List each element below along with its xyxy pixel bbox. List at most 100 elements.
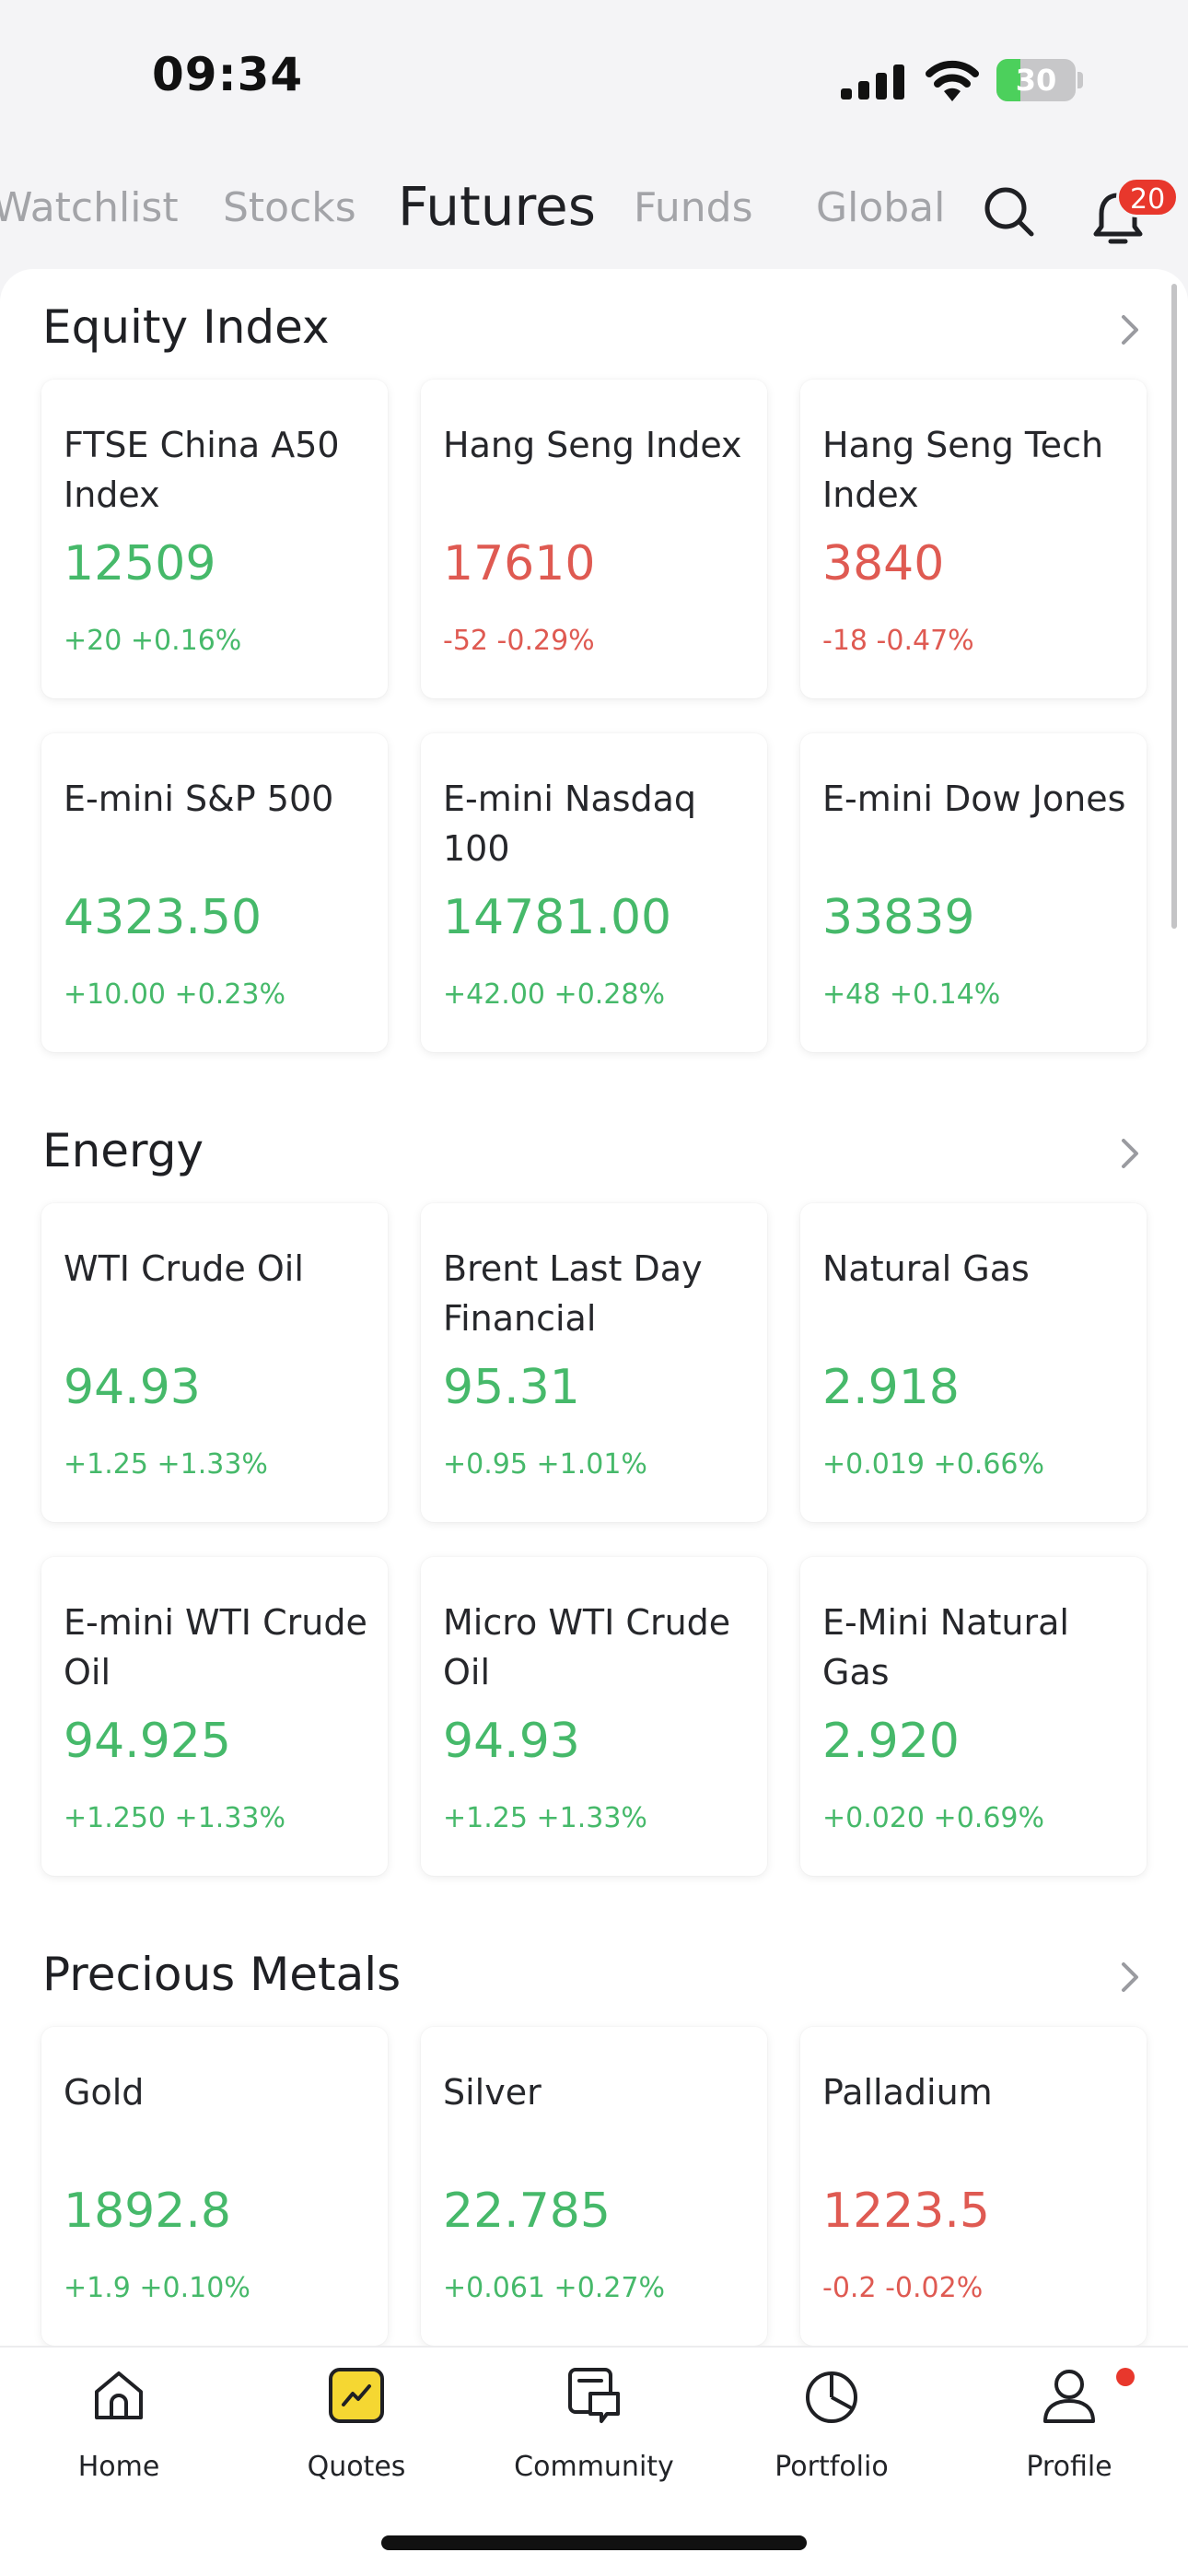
contract-name: E-Mini Natural Gas — [822, 1602, 1069, 1692]
nav-label: Profile — [1026, 2451, 1112, 2483]
quote-card-micro-wti[interactable]: Micro WTI Crude Oil 94.93 +1.25 +1.33% — [421, 1557, 767, 1876]
contract-change: +42.00 +0.28% — [443, 978, 665, 1011]
battery-level: 30 — [1015, 63, 1057, 98]
tab-futures[interactable]: Futures — [398, 175, 596, 238]
battery-fill — [996, 59, 1020, 101]
profile-icon — [1043, 2370, 1095, 2423]
contract-name: Micro WTI Crude Oil — [443, 1602, 731, 1692]
notification-badge: 20 — [1116, 177, 1180, 217]
contract-name: E-mini Dow Jones — [822, 779, 1126, 819]
wifi-icon — [926, 60, 979, 101]
contract-price: 94.93 — [64, 1360, 201, 1415]
contract-change: -52 -0.29% — [443, 625, 595, 657]
home-icon — [95, 2371, 143, 2419]
search-icon[interactable] — [982, 184, 1037, 240]
battery-icon: 30 — [996, 59, 1083, 101]
chevron-right-icon[interactable] — [1116, 1957, 1144, 1997]
contract-name: Palladium — [822, 2072, 993, 2113]
contract-change: +1.25 +1.33% — [64, 1448, 268, 1481]
section-header-energy[interactable]: Energy — [42, 1111, 1147, 1185]
contract-change: +10.00 +0.23% — [64, 978, 285, 1011]
quote-card-natural-gas[interactable]: Natural Gas 2.918 +0.019 +0.66% — [800, 1203, 1147, 1522]
section-title: Precious Metals — [42, 1948, 402, 2001]
nav-portfolio[interactable]: Portfolio — [713, 2348, 950, 2532]
chevron-right-icon[interactable] — [1116, 310, 1144, 350]
scroll-indicator — [1171, 284, 1177, 929]
contract-name: Gold — [64, 2072, 145, 2113]
quotes-icon — [329, 2368, 384, 2423]
tab-global[interactable]: Global — [816, 184, 946, 231]
tab-funds[interactable]: Funds — [634, 184, 753, 231]
section-title: Energy — [42, 1124, 204, 1177]
contract-name: E-mini WTI Crude Oil — [64, 1602, 367, 1692]
market-tabs: Watchlist Stocks Futures Funds Global 20 — [0, 166, 1188, 258]
contract-price: 94.925 — [64, 1714, 231, 1769]
contract-price: 1892.8 — [64, 2184, 231, 2239]
contract-change: +20 +0.16% — [64, 625, 242, 657]
nav-profile[interactable]: Profile — [950, 2348, 1188, 2532]
nav-home[interactable]: Home — [0, 2348, 238, 2532]
portfolio-icon — [806, 2371, 857, 2423]
notifications-button[interactable]: 20 — [1087, 177, 1180, 251]
status-bar: 09:34 30 — [0, 0, 1188, 157]
contract-name: Silver — [443, 2072, 542, 2113]
status-time: 09:34 — [152, 48, 304, 101]
contract-price: 95.31 — [443, 1360, 580, 1415]
chevron-right-icon[interactable] — [1116, 1133, 1144, 1174]
contract-change: +0.061 +0.27% — [443, 2272, 665, 2304]
quote-card-gold[interactable]: Gold 1892.8 +1.9 +0.10% — [41, 2027, 388, 2346]
quote-card-palladium[interactable]: Palladium 1223.5 -0.2 -0.02% — [800, 2027, 1147, 2346]
profile-notification-dot — [1116, 2368, 1135, 2386]
section-header-equity-index[interactable]: Equity Index — [42, 287, 1147, 361]
contract-change: -18 -0.47% — [822, 625, 974, 657]
tab-stocks[interactable]: Stocks — [223, 184, 356, 231]
quote-card-hang-seng-tech[interactable]: Hang Seng Tech Index 3840 -18 -0.47% — [800, 380, 1147, 698]
contract-price: 2.918 — [822, 1360, 960, 1415]
contract-price: 2.920 — [822, 1714, 960, 1769]
nav-quotes[interactable]: Quotes — [238, 2348, 475, 2532]
contract-change: -0.2 -0.02% — [822, 2272, 984, 2304]
quote-card-emini-dow[interactable]: E-mini Dow Jones 33839 +48 +0.14% — [800, 733, 1147, 1052]
contract-change: +48 +0.14% — [822, 978, 1001, 1011]
contract-name: Natural Gas — [822, 1248, 1030, 1289]
quote-card-hang-seng-index[interactable]: Hang Seng Index 17610 -52 -0.29% — [421, 380, 767, 698]
nav-label: Home — [77, 2451, 160, 2483]
quote-card-brent[interactable]: Brent Last Day Financial 95.31 +0.95 +1.… — [421, 1203, 767, 1522]
contract-price: 3840 — [822, 536, 945, 591]
quote-card-ftse-china-a50[interactable]: FTSE China A50 Index 12509 +20 +0.16% — [41, 380, 388, 698]
contract-name: E-mini S&P 500 — [64, 779, 334, 819]
contract-price: 33839 — [822, 890, 975, 945]
contract-name: Brent Last Day Financial — [443, 1248, 703, 1339]
contract-price: 1223.5 — [822, 2184, 990, 2239]
futures-content[interactable]: Equity Index FTSE China A50 Index 12509 … — [0, 269, 1188, 2346]
contract-change: +0.020 +0.69% — [822, 1802, 1044, 1834]
nav-label: Community — [514, 2451, 674, 2483]
home-indicator — [381, 2535, 807, 2550]
quote-card-emini-wti[interactable]: E-mini WTI Crude Oil 94.925 +1.250 +1.33… — [41, 1557, 388, 1876]
nav-label: Portfolio — [775, 2451, 889, 2483]
contract-name: E-mini Nasdaq 100 — [443, 779, 697, 869]
contract-name: FTSE China A50 Index — [64, 425, 340, 515]
signal-icon — [841, 64, 904, 100]
quote-card-emini-nasdaq[interactable]: E-mini Nasdaq 100 14781.00 +42.00 +0.28% — [421, 733, 767, 1052]
quote-card-emini-natural-gas[interactable]: E-Mini Natural Gas 2.920 +0.020 +0.69% — [800, 1557, 1147, 1876]
community-icon — [568, 2368, 620, 2423]
contract-price: 17610 — [443, 536, 596, 591]
contract-name: WTI Crude Oil — [64, 1248, 304, 1289]
contract-price: 94.93 — [443, 1714, 580, 1769]
contract-price: 12509 — [64, 536, 216, 591]
contract-name: Hang Seng Tech Index — [822, 425, 1104, 515]
nav-community[interactable]: Community — [475, 2348, 713, 2532]
tab-watchlist[interactable]: Watchlist — [0, 184, 179, 231]
contract-price: 22.785 — [443, 2184, 611, 2239]
quote-card-emini-sp500[interactable]: E-mini S&P 500 4323.50 +10.00 +0.23% — [41, 733, 388, 1052]
contract-change: +1.250 +1.33% — [64, 1802, 285, 1834]
contract-change: +0.95 +1.01% — [443, 1448, 647, 1481]
section-header-precious-metals[interactable]: Precious Metals — [42, 1935, 1147, 2008]
quote-card-silver[interactable]: Silver 22.785 +0.061 +0.27% — [421, 2027, 767, 2346]
contract-price: 4323.50 — [64, 890, 262, 945]
quote-card-wti-crude[interactable]: WTI Crude Oil 94.93 +1.25 +1.33% — [41, 1203, 388, 1522]
contract-change: +0.019 +0.66% — [822, 1448, 1044, 1481]
bottom-nav: Home Quotes Community Portfolio — [0, 2346, 1188, 2576]
